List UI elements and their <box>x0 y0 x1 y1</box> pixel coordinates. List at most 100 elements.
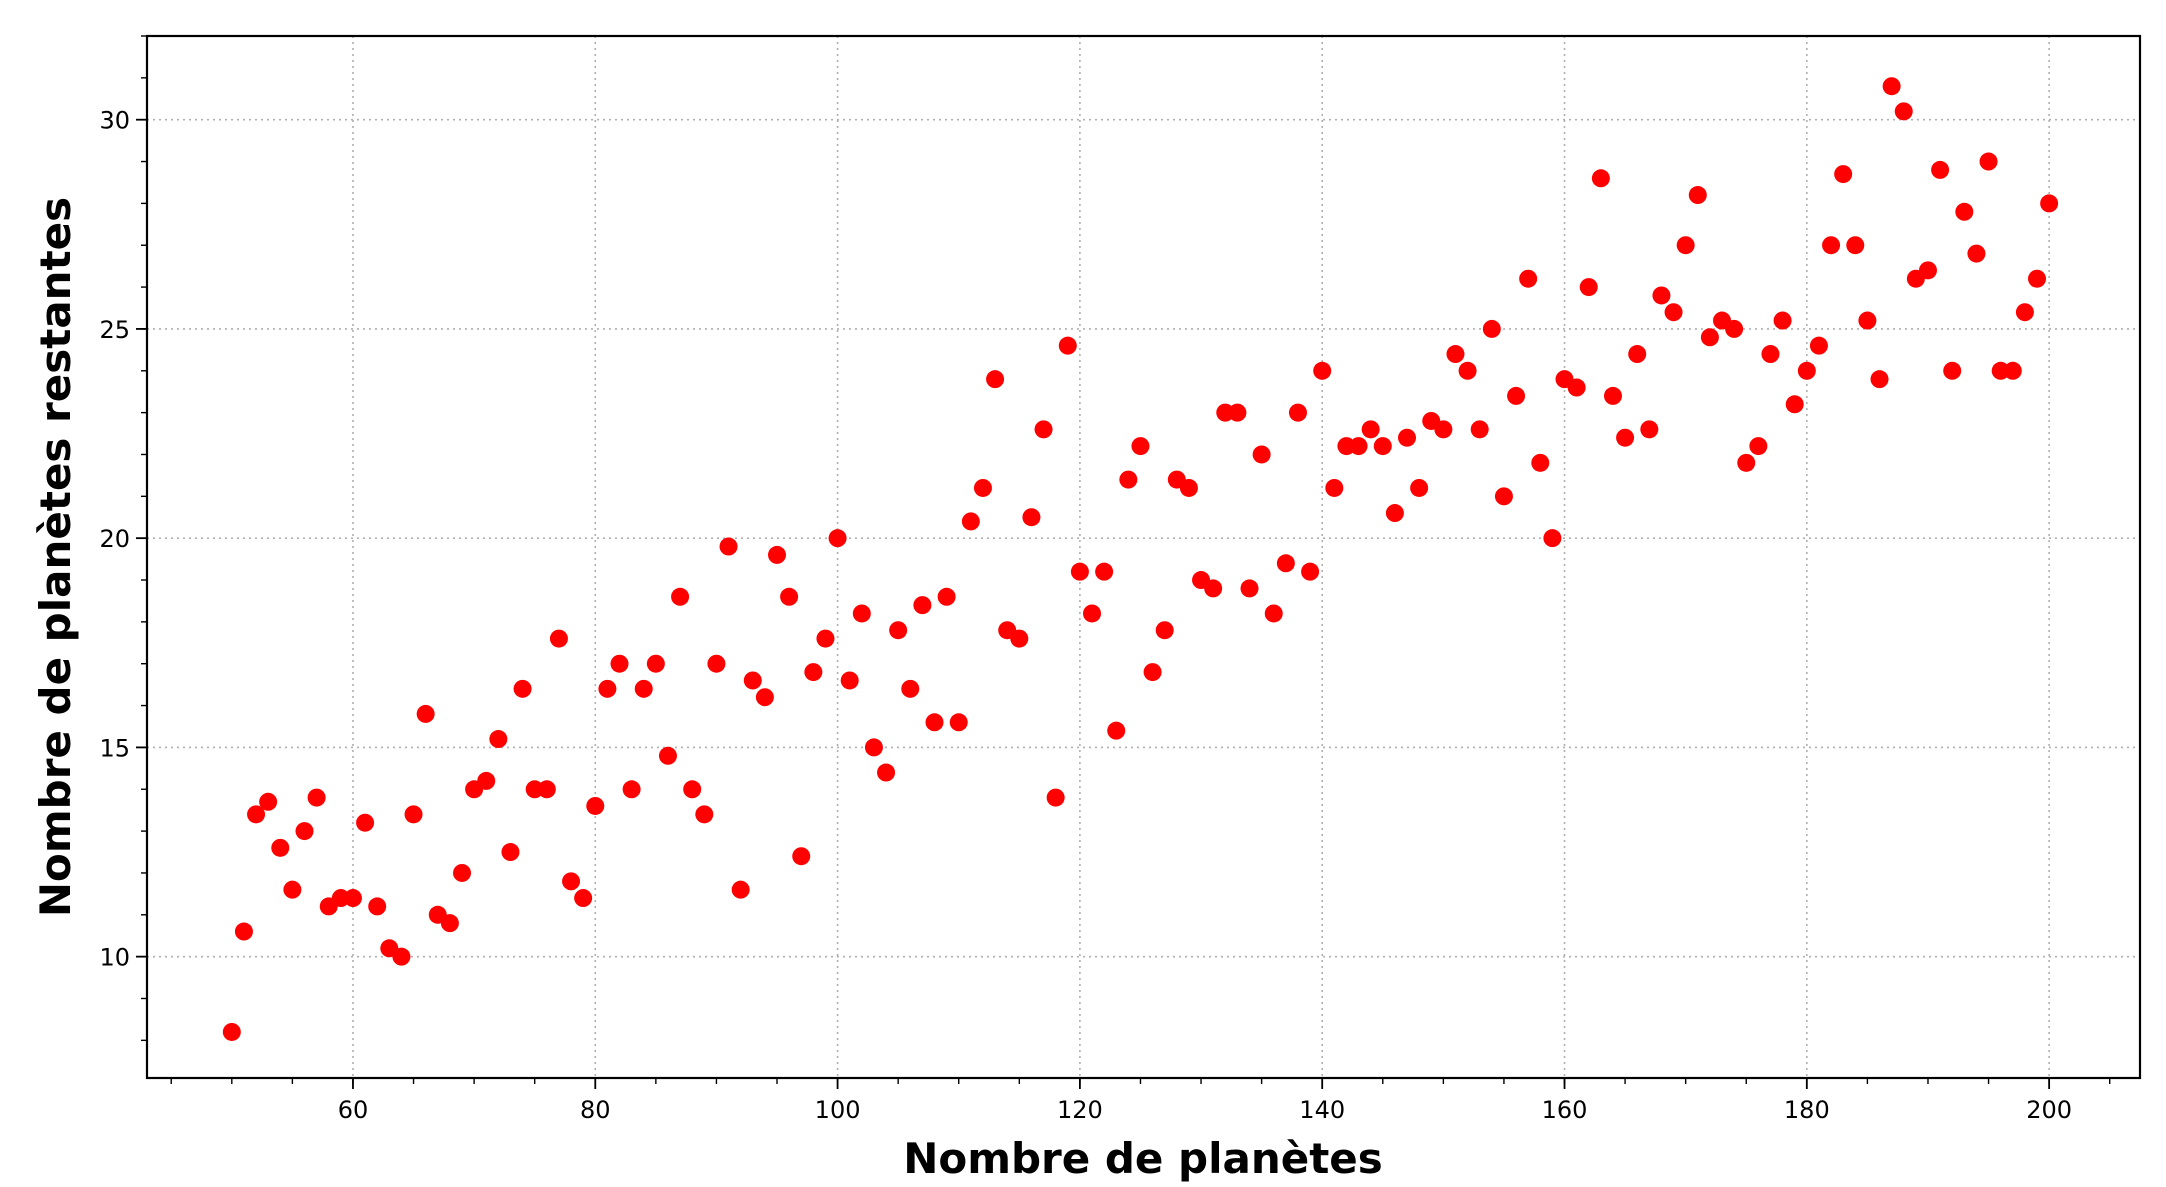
data-point <box>549 629 568 648</box>
data-point <box>1955 202 1974 221</box>
data-point <box>1616 428 1635 447</box>
data-point <box>743 671 762 690</box>
data-point <box>1628 345 1647 364</box>
x-tick-label: 140 <box>1299 1096 1345 1124</box>
data-point <box>404 805 423 824</box>
data-point <box>1373 437 1392 456</box>
y-tick-label: 15 <box>99 734 130 762</box>
data-point <box>864 738 883 757</box>
data-point <box>1410 478 1429 497</box>
data-point <box>646 654 665 673</box>
data-point <box>2040 194 2059 213</box>
data-point <box>755 688 774 707</box>
data-point <box>271 838 290 857</box>
data-point <box>416 704 435 723</box>
data-point <box>840 671 859 690</box>
axis-ticks <box>136 35 2111 1089</box>
x-axis-title: Nombre de planètes <box>903 1134 1383 1183</box>
data-point <box>1155 621 1174 640</box>
data-point <box>889 621 908 640</box>
data-point <box>259 792 278 811</box>
tick-labels: 60 80 100 120 140 160 180 200 10 15 20 25 30 <box>99 107 2072 1124</box>
data-point <box>1131 437 1150 456</box>
data-point <box>877 763 896 782</box>
data-point <box>283 880 302 899</box>
data-point <box>1882 77 1901 96</box>
data-point <box>695 805 714 824</box>
data-point <box>440 914 459 933</box>
data-point <box>1313 361 1332 380</box>
x-tick-label: 180 <box>1784 1096 1830 1124</box>
data-point <box>489 730 508 749</box>
data-point <box>392 947 411 966</box>
data-point <box>1034 420 1053 439</box>
data-point <box>1894 102 1913 121</box>
data-point <box>1398 428 1417 447</box>
data-point <box>913 596 932 615</box>
data-point <box>598 679 617 698</box>
data-point <box>586 796 605 815</box>
data-point <box>1204 579 1223 598</box>
data-point <box>1640 420 1659 439</box>
data-point <box>1240 579 1259 598</box>
data-point <box>1507 386 1526 405</box>
data-point <box>247 805 266 824</box>
data-point <box>1918 261 1937 280</box>
data-point <box>574 889 593 908</box>
data-point <box>1119 470 1138 489</box>
data-point <box>1264 604 1283 623</box>
data-point <box>1252 445 1271 464</box>
data-point <box>925 713 944 732</box>
data-point <box>1797 361 1816 380</box>
data-point <box>937 587 956 606</box>
data-point <box>1725 319 1744 338</box>
data-point <box>973 478 992 497</box>
data-point <box>1361 420 1380 439</box>
data-point <box>368 897 387 916</box>
data-point <box>1931 160 1950 179</box>
data-point <box>1301 562 1320 581</box>
data-point <box>1022 508 1041 527</box>
data-point <box>1482 319 1501 338</box>
data-point <box>1749 437 1768 456</box>
data-point <box>1543 529 1562 548</box>
data-point <box>1494 487 1513 506</box>
data-point <box>1276 554 1295 573</box>
grid-lines <box>147 36 2140 1078</box>
data-point <box>1143 663 1162 682</box>
data-point <box>1385 504 1404 523</box>
data-point <box>1325 478 1344 497</box>
data-point <box>1083 604 1102 623</box>
x-tick-label: 100 <box>815 1096 861 1124</box>
data-point <box>1858 311 1877 330</box>
data-point <box>986 370 1005 389</box>
data-point <box>768 545 787 564</box>
data-point <box>1010 629 1029 648</box>
data-point <box>1058 336 1077 355</box>
y-tick-label: 10 <box>99 944 130 972</box>
data-point <box>1967 244 1986 263</box>
data-point <box>234 922 253 941</box>
data-point <box>1676 236 1695 255</box>
data-point <box>477 771 496 790</box>
data-point <box>1095 562 1114 581</box>
data-point <box>852 604 871 623</box>
data-point <box>1870 370 1889 389</box>
y-tick-label: 30 <box>99 107 130 135</box>
x-tick-label: 80 <box>580 1096 611 1124</box>
data-point <box>1664 303 1683 322</box>
plot-frame <box>145 34 2142 1080</box>
data-point <box>1834 165 1853 184</box>
data-point <box>1470 420 1489 439</box>
data-point <box>1531 453 1550 472</box>
data-point <box>222 1022 241 1041</box>
x-tick-label: 60 <box>338 1096 369 1124</box>
data-point <box>792 847 811 866</box>
data-point <box>901 679 920 698</box>
data-point <box>1785 395 1804 414</box>
data-point <box>683 780 702 799</box>
data-point <box>719 537 738 556</box>
data-point <box>1046 788 1065 807</box>
data-point <box>1652 286 1671 305</box>
data-point <box>1591 169 1610 188</box>
